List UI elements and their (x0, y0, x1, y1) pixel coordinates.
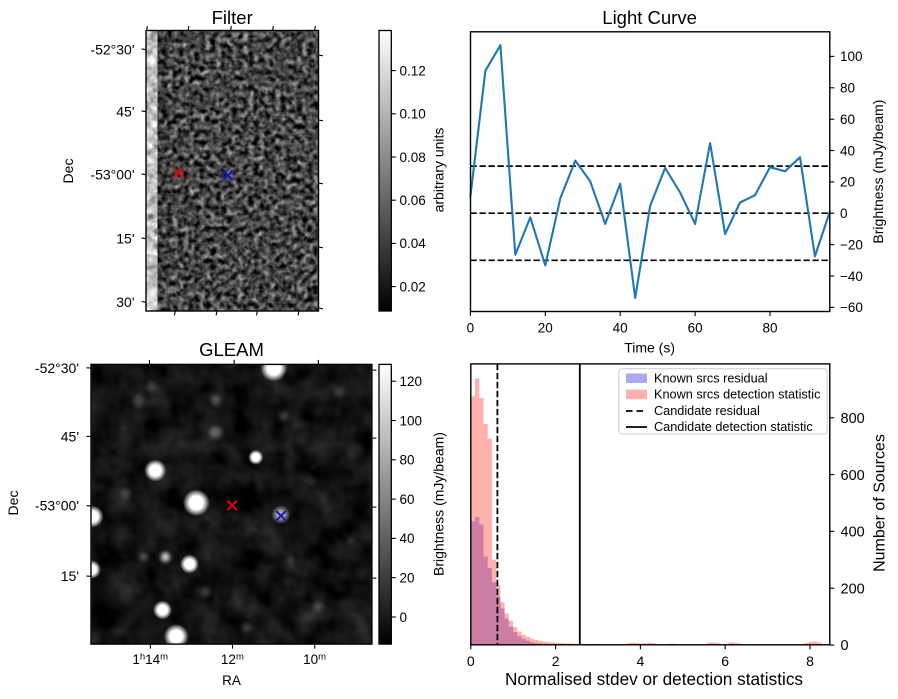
svg-text:2: 2 (552, 653, 560, 669)
svg-text:GLEAM: GLEAM (199, 339, 264, 360)
svg-text:Filter: Filter (212, 7, 253, 28)
svg-text:40: 40 (840, 143, 855, 158)
svg-text:Time (s): Time (s) (624, 340, 675, 356)
svg-text:RA: RA (222, 673, 241, 688)
svg-text:0: 0 (467, 653, 475, 669)
svg-text:400: 400 (841, 525, 865, 541)
svg-text:Normalised stdev or detection: Normalised stdev or detection statistics (505, 669, 803, 689)
svg-text:15': 15' (116, 231, 134, 247)
svg-text:−20: −20 (840, 237, 863, 252)
svg-text:-53°00': -53°00' (35, 498, 79, 514)
svg-text:40: 40 (613, 321, 628, 336)
svg-text:0.04: 0.04 (400, 236, 427, 251)
svg-text:100: 100 (400, 413, 423, 428)
svg-text:0: 0 (841, 638, 849, 654)
svg-text:40: 40 (400, 531, 415, 546)
svg-text:−60: −60 (840, 300, 863, 315)
svg-text:0.12: 0.12 (400, 63, 426, 78)
svg-text:Known srcs detection statistic: Known srcs detection statistic (654, 388, 821, 402)
svg-text:0.02: 0.02 (400, 279, 426, 294)
svg-text:60: 60 (400, 492, 415, 507)
svg-text:Brightness (mJy/beam): Brightness (mJy/beam) (431, 432, 447, 576)
svg-text:Known srcs residual: Known srcs residual (654, 371, 768, 385)
svg-text:60: 60 (840, 112, 855, 127)
svg-text:-53°00': -53°00' (90, 167, 134, 183)
svg-text:12m: 12m (221, 652, 244, 668)
svg-text:20: 20 (840, 175, 855, 190)
svg-text:Candidate detection statistic: Candidate detection statistic (654, 420, 813, 434)
svg-text:15': 15' (61, 568, 79, 584)
svg-text:80: 80 (400, 453, 415, 468)
svg-text:120: 120 (400, 374, 423, 389)
svg-text:0.10: 0.10 (400, 107, 426, 122)
svg-text:45': 45' (61, 428, 79, 444)
svg-text:8: 8 (806, 653, 814, 669)
svg-text:45': 45' (116, 104, 134, 120)
svg-text:20: 20 (400, 571, 415, 586)
svg-text:80: 80 (840, 81, 855, 96)
svg-text:800: 800 (841, 411, 865, 427)
svg-text:-52°30': -52°30' (35, 360, 79, 376)
svg-text:0: 0 (467, 321, 475, 336)
svg-text:6: 6 (721, 653, 729, 669)
svg-text:100: 100 (840, 49, 863, 64)
svg-text:30': 30' (116, 294, 134, 310)
svg-text:80: 80 (762, 321, 777, 336)
svg-text:-52°30': -52°30' (90, 42, 134, 58)
svg-text:20: 20 (538, 321, 553, 336)
svg-text:Dec: Dec (60, 159, 76, 184)
svg-text:200: 200 (841, 581, 865, 597)
svg-text:0.06: 0.06 (400, 193, 426, 208)
svg-text:Number of Sources: Number of Sources (872, 434, 889, 572)
svg-text:Brightness (mJy/beam): Brightness (mJy/beam) (870, 100, 886, 244)
svg-text:4: 4 (637, 653, 645, 669)
svg-text:Light Curve: Light Curve (602, 7, 697, 28)
svg-text:Dec: Dec (5, 491, 21, 516)
svg-text:0.08: 0.08 (400, 150, 426, 165)
svg-text:−40: −40 (840, 269, 863, 284)
svg-text:0: 0 (840, 206, 848, 221)
svg-text:10m: 10m (303, 652, 326, 668)
svg-text:600: 600 (841, 468, 865, 484)
svg-text:0: 0 (400, 610, 408, 625)
svg-text:arbitrary units: arbitrary units (431, 128, 447, 213)
svg-text:60: 60 (688, 321, 703, 336)
svg-text:1h14m: 1h14m (132, 652, 168, 668)
svg-text:Candidate residual: Candidate residual (654, 404, 760, 418)
